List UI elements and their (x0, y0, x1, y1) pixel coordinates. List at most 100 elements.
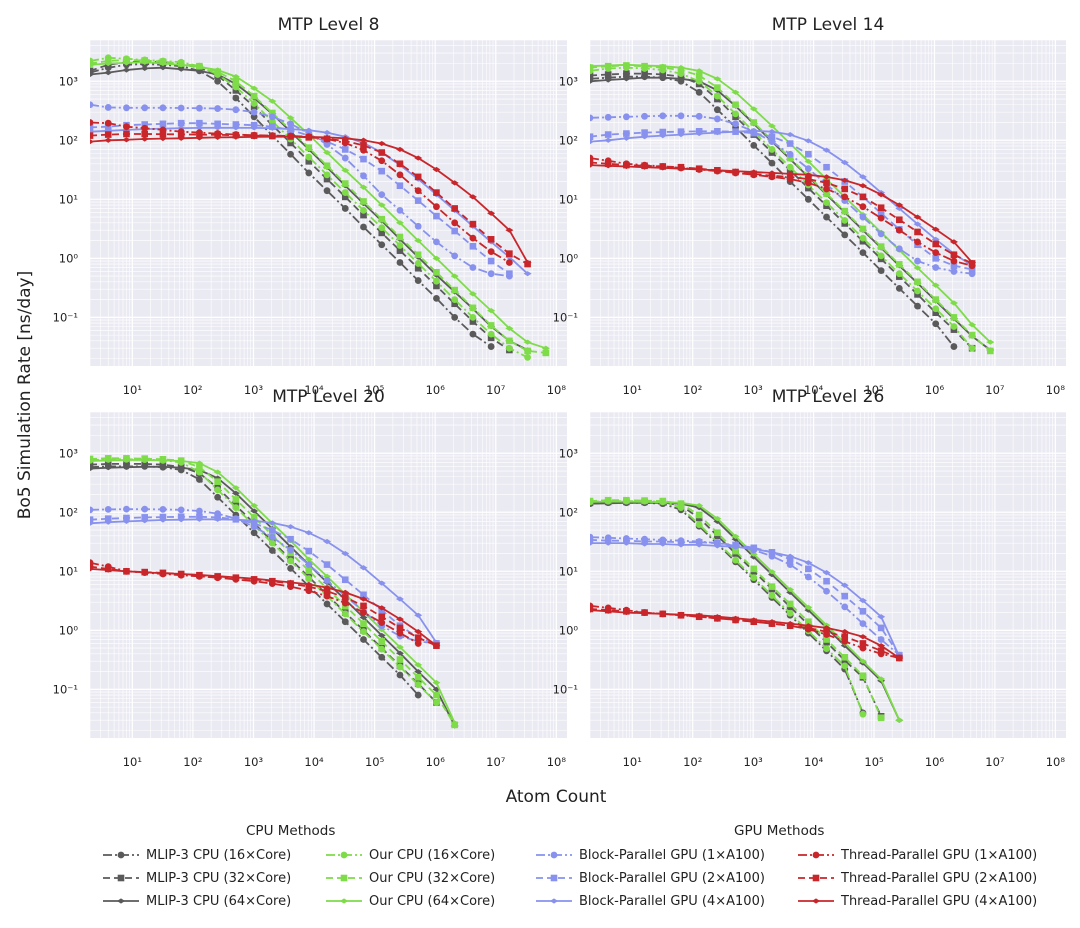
data-point (676, 131, 685, 138)
data-point (767, 129, 776, 135)
data-point (658, 165, 667, 171)
data-point (360, 142, 367, 149)
x-tick-label: 10⁴ (304, 383, 324, 397)
data-point (859, 608, 867, 615)
data-point (396, 247, 404, 254)
data-point (695, 130, 704, 137)
series (590, 128, 977, 269)
data-point (214, 478, 221, 485)
data-point (268, 113, 276, 121)
data-point (950, 268, 958, 275)
data-point (378, 215, 386, 223)
data-point (177, 131, 185, 138)
data-point (604, 137, 613, 143)
data-point (804, 607, 813, 613)
data-point (451, 313, 459, 321)
data-point (396, 624, 404, 632)
data-point (768, 146, 776, 153)
data-point (950, 343, 958, 350)
data-point (122, 568, 131, 574)
data-point (250, 502, 259, 509)
data-point (323, 162, 331, 170)
data-point (714, 84, 721, 91)
data-point (968, 259, 977, 266)
panel-2: MTP Level 14 10¹ 10² 10³ 10⁴ 10⁵ 10⁶ 10⁷ 10⁸ 10⁻¹… (553, 15, 1066, 397)
data-point (177, 517, 186, 523)
data-point (695, 511, 703, 519)
data-point (231, 517, 240, 523)
data-point (859, 213, 867, 221)
data-point (451, 300, 458, 308)
series-line (590, 501, 864, 714)
data-point (841, 633, 849, 641)
data-point (877, 209, 885, 217)
grid (589, 411, 1066, 738)
data-point (360, 172, 367, 180)
panel-3: MTP Level 20 10¹ 10² 10³ 10⁴ 10⁵ 10⁶ 10⁷ 10⁸ 10⁻¹… (53, 387, 567, 769)
data-point (304, 581, 313, 588)
data-point (950, 251, 958, 259)
y-tick-label: 10¹ (59, 564, 78, 578)
data-point (505, 227, 514, 233)
data-point (895, 245, 903, 253)
data-point (604, 113, 612, 121)
data-point (968, 266, 976, 273)
data-point (396, 182, 404, 190)
data-point (640, 75, 649, 81)
data-point (469, 304, 477, 312)
data-point (122, 67, 131, 73)
data-point (604, 540, 613, 546)
data-point (822, 147, 831, 153)
data-point (804, 623, 813, 629)
data-point (395, 616, 404, 622)
legend-marker (812, 898, 820, 904)
data-point (396, 629, 404, 637)
y-tick-label: 10¹ (559, 564, 578, 578)
x-tick-label: 10⁸ (1046, 755, 1066, 769)
data-point (232, 87, 240, 94)
data-point (468, 194, 477, 200)
data-point (231, 485, 240, 491)
data-point (378, 167, 386, 175)
data-point (768, 583, 776, 590)
data-point (505, 325, 514, 332)
x-tick-label: 10⁵ (864, 383, 884, 397)
series-line (590, 157, 973, 267)
data-point (932, 255, 940, 262)
data-point (604, 77, 613, 83)
data-point (158, 60, 167, 67)
data-point (487, 210, 496, 216)
data-point (90, 71, 94, 78)
data-point (396, 656, 404, 663)
legend-swatch (798, 851, 834, 859)
data-point (268, 577, 277, 584)
y-tick-label: 10⁰ (59, 251, 79, 265)
data-point (895, 226, 903, 234)
data-point (695, 88, 703, 96)
data-point (305, 567, 313, 574)
x-tick-label: 10³ (744, 755, 764, 769)
data-point (360, 636, 367, 643)
data-point (195, 460, 204, 466)
data-point (341, 610, 349, 618)
data-point (658, 499, 667, 505)
data-point (378, 241, 386, 249)
data-point (767, 549, 776, 555)
data-point (104, 119, 112, 127)
data-point (841, 662, 849, 670)
x-tick-label: 10² (683, 755, 702, 769)
data-point (287, 546, 294, 554)
data-point (341, 589, 350, 595)
data-point (623, 70, 630, 77)
data-point (695, 502, 704, 509)
data-point (641, 129, 648, 136)
data-point (433, 212, 440, 220)
data-point (524, 347, 531, 355)
series-group (90, 455, 459, 729)
panel-1: MTP Level 8 10¹ 10² 10³ 10⁴ 10⁵ 10⁶ 10⁷ 10⁸ 10⁻¹ 1… (53, 15, 567, 397)
data-point (823, 587, 830, 595)
data-point (250, 85, 259, 91)
data-point (932, 305, 940, 313)
data-point (196, 463, 203, 471)
data-point (914, 228, 921, 236)
